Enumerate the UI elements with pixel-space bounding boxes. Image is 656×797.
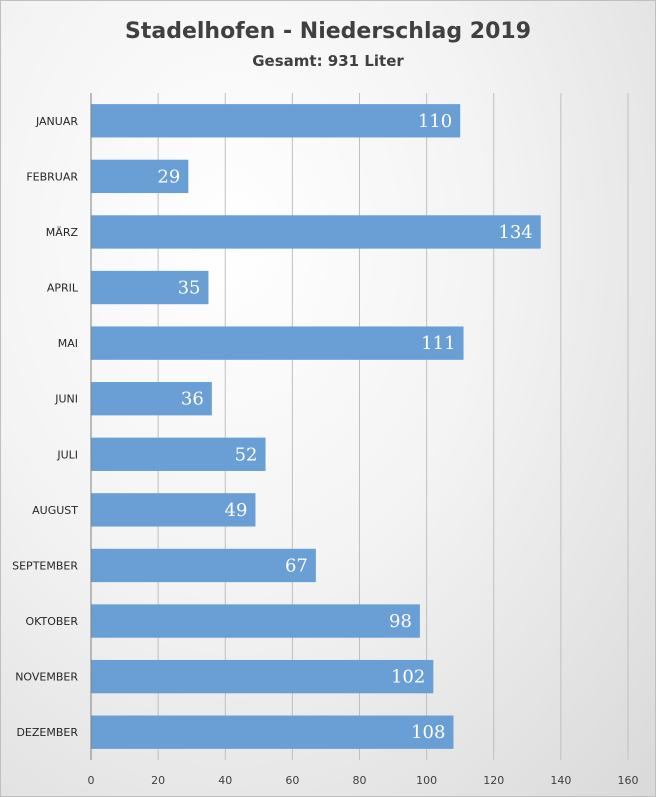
bar	[91, 104, 461, 138]
bar	[91, 159, 189, 194]
x-axis-ticks: 0 20 40 60 80 100 120 140 160	[88, 774, 639, 787]
bars: 110 29 134 35 111 36 52 49 67 98 102 108	[91, 104, 541, 749]
x-tick-label: 160	[618, 774, 639, 787]
bar	[91, 326, 464, 360]
data-label: 110	[418, 111, 452, 132]
data-label: 102	[391, 667, 425, 688]
x-tick-label: 60	[285, 774, 299, 787]
x-tick-label: 80	[353, 774, 367, 787]
bar	[91, 270, 209, 305]
category-label: JULI	[56, 448, 78, 461]
bar	[91, 215, 541, 249]
bar	[91, 493, 256, 527]
chart-title: Stadelhofen - Niederschlag 2019	[125, 19, 531, 44]
x-tick-label: 140	[550, 774, 571, 787]
bar	[91, 659, 434, 694]
bar	[91, 715, 454, 749]
category-label: MÄRZ	[46, 226, 79, 239]
grid	[157, 93, 629, 760]
category-label: OKTOBER	[25, 615, 78, 628]
x-tick-label: 40	[218, 774, 232, 787]
category-label: DEZEMBER	[16, 726, 78, 739]
x-tick-label: 100	[416, 774, 437, 787]
category-label: MAI	[58, 337, 78, 350]
category-label: AUGUST	[32, 504, 78, 517]
bar	[91, 548, 316, 583]
category-label: SEPTEMBER	[12, 559, 78, 572]
bar	[91, 604, 420, 638]
x-tick-label: 20	[151, 774, 165, 787]
category-label: FEBRUAR	[26, 170, 78, 183]
x-tick-label: 0	[88, 774, 95, 787]
category-label: JANUAR	[35, 115, 78, 128]
data-label: 67	[285, 555, 308, 576]
data-label: 52	[235, 444, 258, 465]
category-label: JUNI	[54, 393, 78, 406]
category-label: NOVEMBER	[15, 671, 78, 684]
data-label: 111	[421, 333, 455, 354]
data-label: 49	[225, 500, 248, 521]
data-label: 35	[178, 278, 201, 299]
chart-subtitle: Gesamt: 931 Liter	[252, 52, 404, 70]
bar	[91, 437, 266, 471]
data-label: 29	[157, 166, 180, 187]
data-label: 134	[498, 222, 532, 243]
category-labels: JANUAR FEBRUAR MÄRZ APRIL MAI JUNI JULI AUGUST S…	[12, 115, 79, 739]
x-tick-label: 120	[483, 774, 504, 787]
data-label: 108	[411, 722, 445, 743]
bar	[91, 382, 212, 416]
data-label: 98	[389, 611, 412, 632]
data-label: 36	[181, 389, 204, 410]
category-label: APRIL	[47, 282, 79, 295]
